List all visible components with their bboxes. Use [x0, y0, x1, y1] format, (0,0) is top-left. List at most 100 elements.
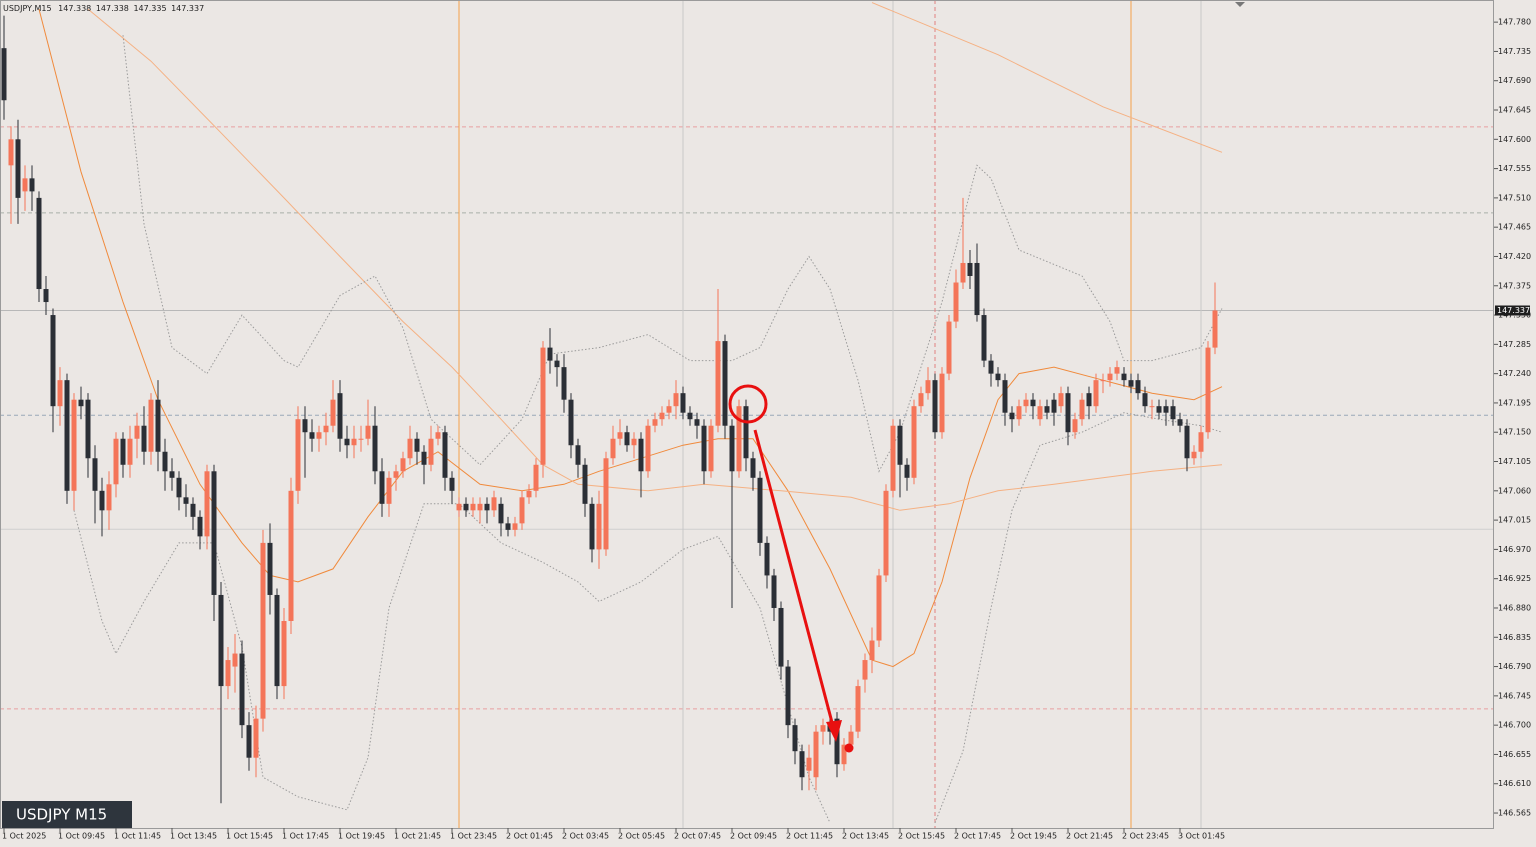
candle-body	[253, 718, 259, 758]
x-tick-label: 1 Oct 23:45	[450, 832, 497, 841]
y-tick-label: 147.735	[1498, 47, 1531, 56]
candle-body	[925, 380, 931, 394]
indicator-line	[73, 503, 831, 824]
candle-body	[470, 503, 476, 511]
candle-body	[764, 542, 770, 576]
y-tick-label: 147.420	[1498, 252, 1531, 261]
candle-body	[778, 607, 784, 667]
y-tick-label: 147.150	[1498, 428, 1531, 437]
candle-body	[386, 477, 392, 504]
candle-body	[197, 516, 203, 537]
candle-body	[939, 373, 945, 433]
candle-body	[1065, 393, 1071, 433]
x-tick-label: 1 Oct 15:45	[226, 832, 273, 841]
x-tick-label: 2 Oct 17:45	[954, 832, 1001, 841]
y-tick-label: 146.655	[1498, 750, 1531, 759]
candle-body	[190, 503, 196, 517]
y-tick-label: 147.015	[1498, 516, 1531, 525]
candle-body	[50, 315, 56, 407]
x-tick-label: 1 Oct 2025	[2, 832, 46, 841]
candle-body	[393, 471, 399, 478]
watermark-box	[2, 801, 132, 828]
candle-body	[890, 425, 896, 491]
candle-body	[155, 399, 161, 452]
x-tick-label: 2 Oct 19:45	[1010, 832, 1057, 841]
candle-body	[498, 503, 504, 524]
y-tick-label: 146.700	[1498, 721, 1531, 730]
candle-body	[645, 425, 651, 472]
symbol: USDJPY,M15	[3, 4, 52, 13]
candle-body	[932, 380, 938, 433]
candle-body	[421, 451, 427, 465]
candle-body	[1163, 406, 1169, 413]
candle-body	[246, 725, 252, 758]
candle-body	[960, 262, 966, 283]
candle-body	[239, 653, 245, 726]
x-tick-label: 1 Oct 09:45	[58, 832, 105, 841]
candle-body	[596, 503, 602, 550]
candle-body	[1023, 399, 1029, 407]
candle-body	[1058, 393, 1064, 407]
candle-body	[78, 399, 84, 407]
candle-body	[715, 341, 721, 426]
x-tick-label: 2 Oct 01:45	[506, 832, 553, 841]
candle-body	[729, 425, 735, 472]
candle-body	[288, 490, 294, 621]
candle-body	[757, 477, 763, 543]
candle-body	[568, 399, 574, 446]
candle-body	[1037, 406, 1043, 420]
candle-body	[841, 744, 847, 765]
candle-body	[1, 48, 7, 101]
x-tick-label: 2 Oct 11:45	[786, 832, 833, 841]
candle-body	[456, 503, 462, 511]
candle-body	[281, 621, 287, 687]
candle-body	[15, 139, 21, 198]
candle-body	[127, 438, 133, 465]
candle-body	[876, 575, 882, 641]
candle-body	[974, 262, 980, 316]
indicator-line	[122, 35, 1223, 473]
candle-body	[610, 438, 616, 459]
candle-body	[260, 542, 266, 719]
x-tick-label: 2 Oct 03:45	[562, 832, 609, 841]
candle-body	[1100, 380, 1106, 382]
candle-body	[617, 432, 623, 439]
candle-body	[57, 380, 63, 407]
candle-body	[897, 425, 903, 465]
candle-body	[526, 490, 532, 498]
candle-body	[869, 640, 875, 661]
candle-body	[225, 660, 231, 687]
candle-body	[435, 432, 441, 439]
candle-body	[141, 425, 147, 452]
candle-body	[8, 139, 14, 166]
candle-body	[687, 412, 693, 420]
candle-body	[134, 425, 140, 439]
candle-body	[750, 458, 756, 478]
candle-body	[792, 725, 798, 752]
x-tick-label: 1 Oct 19:45	[338, 832, 385, 841]
y-tick-label: 147.600	[1498, 135, 1531, 144]
candle-body	[547, 347, 553, 361]
candle-body	[1156, 406, 1162, 413]
x-tick-label: 2 Oct 23:45	[1122, 832, 1169, 841]
candle-body	[176, 477, 182, 498]
candle-body	[1016, 406, 1022, 420]
candle-body	[918, 393, 924, 407]
candle-body	[358, 438, 364, 440]
candle-body	[834, 718, 840, 765]
candle-body	[1002, 380, 1008, 413]
candle-body	[701, 425, 707, 472]
plot-frame	[0, 0, 1494, 829]
candle-body	[414, 438, 420, 452]
annotation-circle	[728, 384, 768, 424]
candle-body	[302, 419, 308, 433]
candle-body	[582, 464, 588, 504]
candle-body	[309, 432, 315, 439]
candle-body	[1086, 393, 1092, 407]
candle-body	[820, 725, 826, 732]
info-value: 147.338	[58, 4, 91, 13]
candle-body	[120, 438, 126, 465]
candle-body	[743, 406, 749, 459]
x-tick-label: 1 Oct 13:45	[170, 832, 217, 841]
